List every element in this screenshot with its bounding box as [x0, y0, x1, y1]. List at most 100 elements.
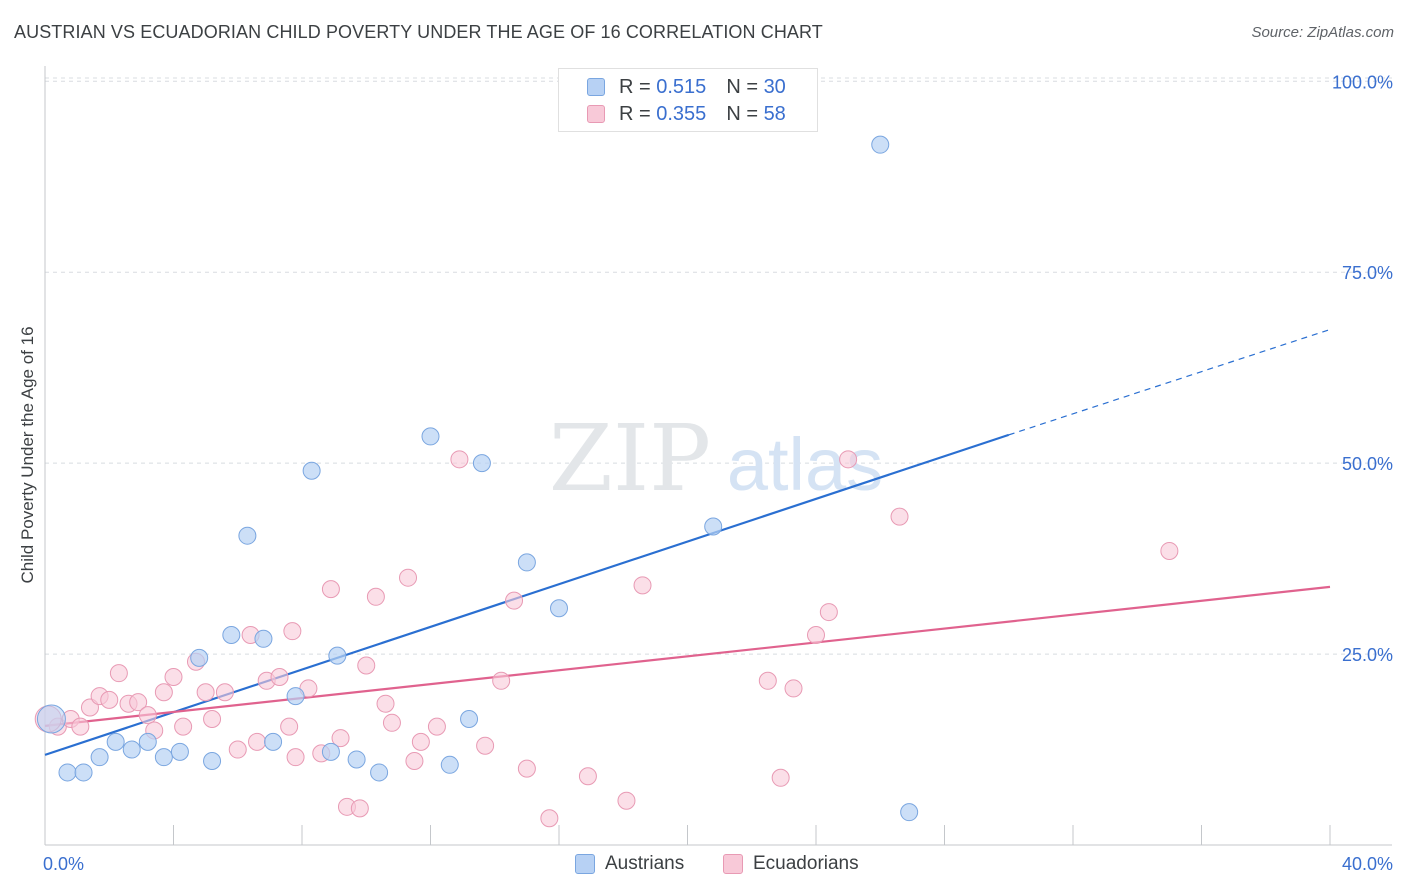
austrians-point: [440, 755, 459, 774]
ecuadorians-point: [505, 591, 524, 610]
austrians-point: [421, 427, 440, 446]
bottom-ecuadorians-swatch: [723, 854, 743, 874]
x-tick-label-min: 0.0%: [43, 854, 84, 874]
bottom-ecuadorians-label: Ecuadorians: [753, 853, 859, 874]
ecuadorians-point: [517, 759, 536, 778]
ecuadorians-point: [283, 622, 302, 641]
source-credit: Source: ZipAtlas.com: [1251, 24, 1394, 41]
axes: [44, 66, 1392, 846]
austrians-point: [222, 625, 241, 644]
ecuadorians-point: [784, 679, 803, 698]
ecuadorians-point: [350, 799, 369, 818]
austrians-point: [472, 454, 491, 473]
ecuadorians-point: [427, 717, 446, 736]
x-tick-label-max: 40.0%: [1342, 854, 1393, 874]
trend-lines: [44, 328, 1331, 756]
ecuadorians-point: [771, 768, 790, 787]
austrians-point: [264, 732, 283, 751]
austrians-point: [238, 526, 257, 545]
bottom-austrians-swatch: [575, 854, 595, 874]
ecuadorians-point: [174, 717, 193, 736]
austrians-point: [517, 553, 536, 572]
austrians-trend-line: [44, 433, 1010, 756]
ecuadorians-point: [100, 690, 119, 709]
ecuadorians-point: [164, 667, 183, 686]
ecuadorians-r-label: R =: [619, 102, 651, 125]
ecuadorians-point: [405, 751, 424, 770]
ecuadorians-point: [129, 693, 148, 712]
ecuadorians-point: [382, 713, 401, 732]
austrians-point: [460, 709, 479, 728]
ecuadorians-r-value: 0.355: [656, 102, 707, 125]
austrians-point: [321, 742, 340, 761]
ecuadorians-point: [321, 580, 340, 599]
austrians-point: [138, 732, 157, 751]
austrians-point: [704, 517, 723, 536]
austrians-swatch: [587, 78, 605, 96]
austrians-point: [550, 599, 568, 618]
bottom-legend-austrians: Austrians: [575, 852, 684, 876]
ecuadorians-n-label: N =: [726, 102, 758, 125]
austrians-point: [347, 750, 366, 769]
y-tick-label-75: 75.0%: [1342, 263, 1393, 283]
ecuadorians-point: [357, 656, 376, 675]
ecuadorians-point: [109, 664, 128, 683]
austrians-trend-extension: [1008, 328, 1331, 436]
y-tick-label-100: 100.0%: [1332, 72, 1393, 92]
ecuadorians-point: [280, 717, 299, 736]
ecuadorians-point: [807, 625, 825, 644]
ecuadorians-point: [286, 748, 305, 767]
ecuadorians-point: [138, 706, 157, 725]
ecuadorians-point: [366, 587, 385, 606]
austrians-point: [203, 751, 222, 770]
ecuadorians-trend-line: [44, 585, 1331, 727]
bottom-legend-ecuadorians: Ecuadorians: [723, 852, 859, 876]
austrians-point: [328, 646, 347, 665]
ecuadorians-point: [758, 671, 777, 690]
austrians-point: [58, 763, 77, 782]
ecuadorians-point: [215, 683, 234, 702]
austrians-point: [302, 461, 321, 480]
ecuadorians-point: [819, 603, 838, 622]
ecuadorians-point: [890, 507, 909, 526]
ecuadorians-point: [270, 667, 289, 686]
ecuadorians-point: [476, 736, 495, 755]
ecuadorians-n-value: 58: [763, 102, 786, 125]
austrians-point: [190, 648, 209, 667]
ecuadorians-point: [492, 671, 511, 690]
ecuadorians-point: [228, 740, 247, 759]
ecuadorians-point: [1160, 541, 1179, 560]
austrians-point: [154, 748, 173, 767]
ecuadorians-point: [540, 809, 559, 828]
austrians-point: [106, 732, 125, 751]
austrians-point: [286, 687, 305, 706]
ecuadorians-point: [399, 568, 418, 587]
ecuadorians-point: [203, 709, 222, 728]
legend-row-ecuadorians: R = 0.355 N = 58: [587, 102, 786, 126]
ecuadorians-point: [196, 683, 215, 702]
correlation-legend: R = 0.515 N = 30 R = 0.355 N = 58: [558, 68, 818, 132]
ecuadorians-swatch: [587, 105, 605, 123]
ecuadorians-point: [578, 767, 597, 786]
watermark-zip: ZIP: [549, 405, 711, 512]
ecuadorians-point: [633, 576, 652, 595]
austrians-point: [90, 748, 109, 767]
ecuadorians-point: [617, 791, 636, 810]
watermark-atlas: atlas: [727, 423, 883, 506]
ecuadorians-point: [411, 732, 430, 751]
chart-title: AUSTRIAN VS ECUADORIAN CHILD POVERTY UND…: [14, 22, 823, 42]
y-tick-label-50: 50.0%: [1342, 454, 1393, 474]
ecuadorians-point: [248, 732, 267, 751]
austrians-point: [900, 803, 919, 822]
ecuadorians-point: [71, 717, 90, 736]
austrians-r-value: 0.515: [656, 75, 707, 98]
legend-row-austrians: R = 0.515 N = 30: [587, 75, 786, 99]
austrians-point: [871, 135, 890, 154]
austrians-r-label: R =: [619, 75, 651, 98]
ecuadorians-point: [839, 450, 858, 469]
austrians-points: [36, 135, 919, 822]
watermark: ZIP atlas: [549, 405, 883, 512]
austrians-n-label: N =: [726, 75, 758, 98]
ecuadorians-point: [154, 683, 173, 702]
